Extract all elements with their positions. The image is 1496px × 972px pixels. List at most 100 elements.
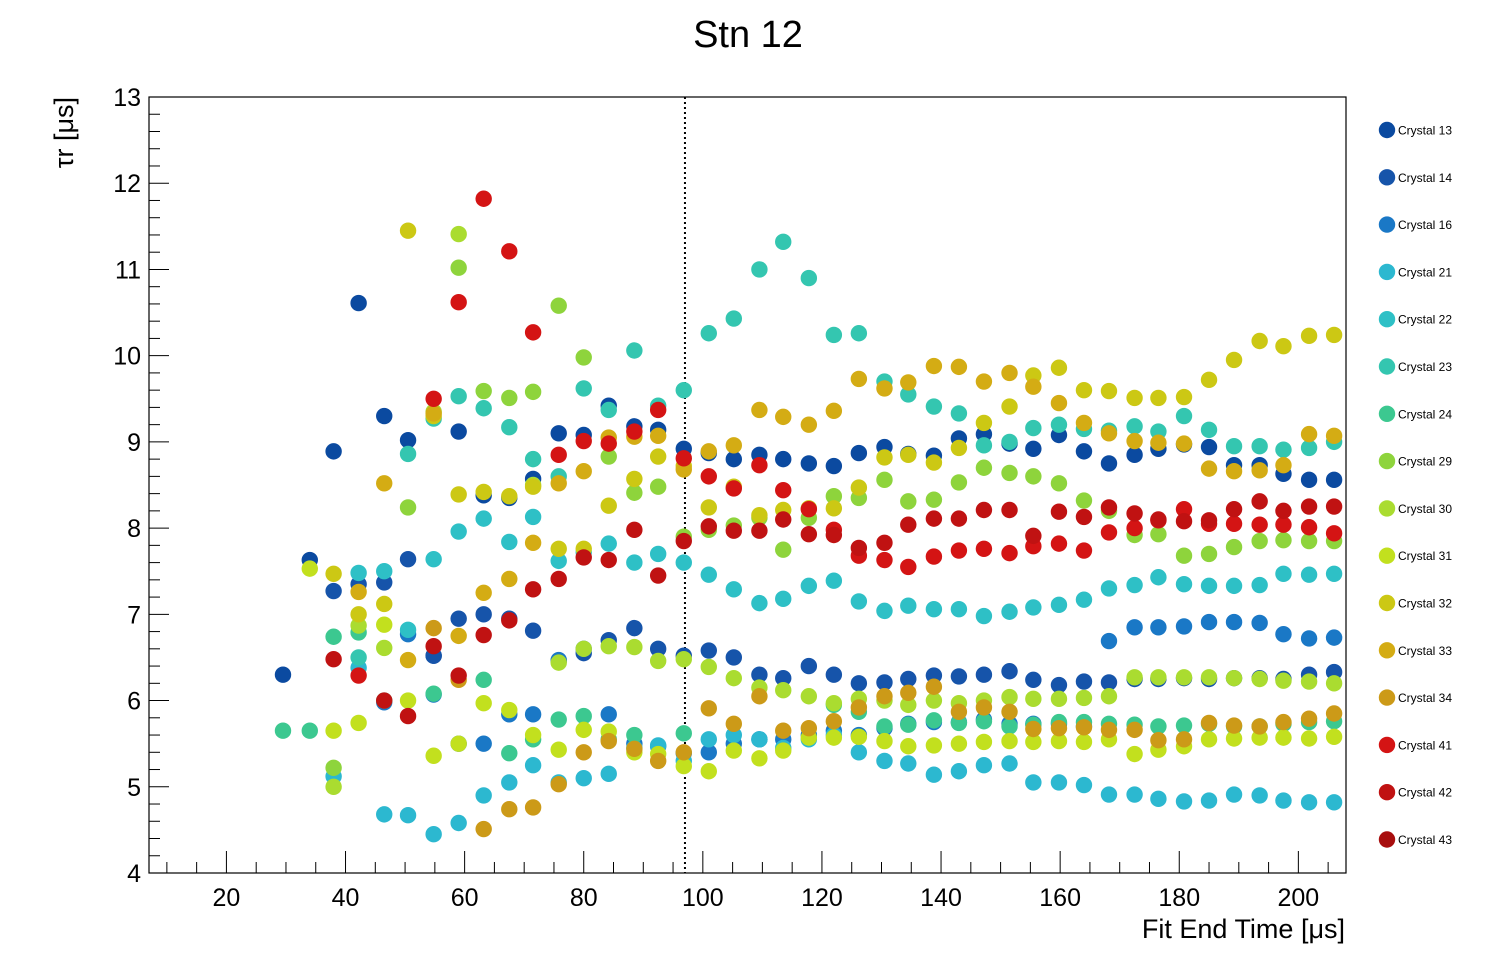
data-point [1126, 389, 1143, 407]
data-point [325, 443, 342, 460]
data-point [975, 425, 993, 443]
data-point [325, 759, 342, 777]
data-point [1150, 669, 1167, 686]
data-point [751, 666, 768, 683]
data-point [1275, 729, 1292, 746]
x-tick-label: 180 [1158, 884, 1200, 912]
data-point [950, 714, 968, 732]
data-point [399, 651, 417, 669]
data-point [1001, 433, 1018, 451]
data-point [1275, 516, 1292, 533]
data-point [501, 419, 518, 436]
data-point [900, 738, 917, 755]
data-point [751, 731, 768, 748]
data-point [775, 408, 792, 426]
data-point [825, 526, 843, 544]
data-point [1325, 498, 1343, 515]
data-point [1025, 720, 1042, 738]
data-point [1300, 630, 1318, 647]
data-point [1150, 569, 1167, 586]
data-point [399, 707, 417, 725]
data-point [1225, 613, 1243, 631]
data-point [1200, 371, 1218, 389]
data-point [1251, 787, 1268, 804]
data-point [751, 456, 768, 474]
data-point [575, 721, 592, 739]
y-tick-label: 7 [127, 601, 141, 629]
data-point [751, 522, 768, 539]
data-point [550, 775, 567, 793]
data-point [1050, 596, 1068, 614]
data-point [1325, 728, 1343, 745]
data-point [850, 593, 868, 610]
data-point [1225, 730, 1243, 747]
data-point [501, 533, 518, 551]
data-point [450, 225, 467, 243]
data-point [1175, 513, 1193, 530]
data-point [425, 619, 442, 637]
data-point [649, 652, 667, 670]
data-point [325, 628, 342, 645]
y-tick-label: 12 [113, 170, 141, 198]
legend-marker [1378, 405, 1396, 422]
data-point [376, 574, 393, 591]
data-point [800, 657, 818, 675]
data-point [1050, 774, 1068, 791]
data-point [876, 718, 893, 735]
data-point [376, 595, 393, 613]
data-point [1100, 674, 1118, 691]
data-point [900, 446, 917, 464]
data-point [475, 787, 492, 804]
data-point [1225, 351, 1243, 369]
data-point [775, 233, 792, 251]
data-point [1025, 733, 1042, 751]
data-point [1200, 613, 1218, 631]
data-point [575, 349, 592, 366]
legend-marker [1378, 358, 1396, 375]
legend-marker [1378, 169, 1396, 186]
data-point [800, 525, 818, 543]
data-point [626, 423, 643, 440]
data-point [800, 269, 818, 287]
data-point [524, 706, 542, 723]
data-point [725, 581, 743, 598]
data-point [825, 457, 843, 475]
x-tick-label: 140 [920, 884, 962, 912]
data-point [1251, 718, 1268, 735]
data-point [900, 597, 917, 614]
data-point [501, 612, 518, 629]
data-point [425, 405, 442, 422]
data-point [975, 757, 993, 774]
data-point [626, 521, 643, 539]
data-point [1275, 713, 1292, 731]
data-point [1001, 364, 1018, 382]
data-points [274, 190, 1343, 843]
data-point [325, 778, 342, 795]
data-point [501, 800, 518, 818]
data-point [1025, 599, 1042, 616]
data-point [425, 747, 442, 764]
data-point [399, 499, 417, 516]
data-point [1126, 576, 1143, 594]
data-point [825, 402, 843, 420]
data-point [700, 700, 717, 717]
data-point [1300, 673, 1318, 690]
data-point [725, 437, 743, 454]
data-point [1075, 689, 1093, 707]
data-point [524, 622, 542, 639]
data-point [1325, 565, 1343, 583]
legend-label: Crystal 29 [1398, 455, 1452, 469]
data-point [524, 726, 542, 744]
data-point [825, 729, 843, 746]
data-point [575, 549, 592, 566]
data-point [876, 732, 893, 750]
data-point [1150, 525, 1167, 543]
data-point [600, 765, 617, 783]
legend-label: Crystal 14 [1398, 171, 1452, 185]
data-point [1050, 719, 1068, 737]
data-point [1225, 717, 1243, 734]
data-point [751, 401, 768, 419]
data-point [575, 432, 592, 450]
data-point [1100, 632, 1118, 650]
data-point [1075, 492, 1093, 509]
